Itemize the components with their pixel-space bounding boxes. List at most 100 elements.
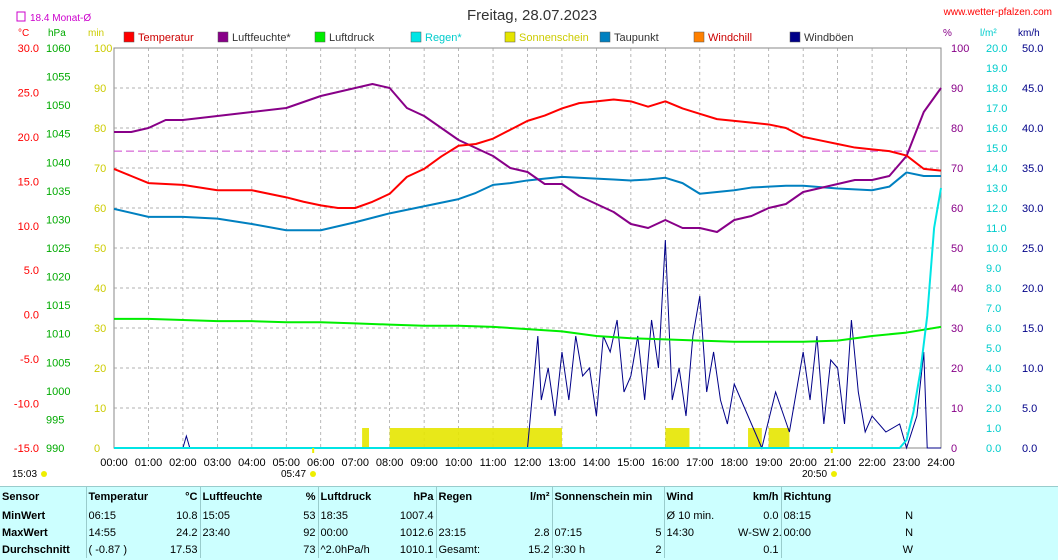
legend-swatch: [314, 31, 326, 43]
stats-rain-time: Gesamt:: [435, 541, 512, 558]
time-axis-tick: 22:00: [858, 457, 886, 469]
stats-wind-value: W-SW 2.1: [738, 526, 781, 539]
pressure-axis-tick: 1050: [46, 100, 70, 112]
rain-axis-tick: 2.0: [986, 403, 1001, 415]
stats-header-wind: Wind: [663, 487, 737, 507]
wind-axis-tick: 35.0: [1022, 163, 1043, 175]
time-axis-tick: 17:00: [686, 457, 714, 469]
sunset-icon: [831, 471, 837, 477]
stats-sun-time: 07:15: [551, 524, 622, 541]
stats-sun-value: 5: [655, 526, 662, 539]
temperature-line: [113, 98, 942, 209]
time-axis-tick: 06:00: [307, 457, 335, 469]
pressure-axis-tick: 1060: [46, 43, 70, 55]
sunrise-time: 05:47: [281, 469, 306, 480]
stats-header-rain: Regen: [435, 487, 512, 507]
stats-wind-value: 0.0: [763, 509, 779, 522]
rain-line: [114, 187, 942, 449]
legend-label: Luftfeuchte*: [232, 32, 291, 44]
legend-label: Luftdruck: [329, 32, 375, 44]
wind-axis-tick: 40.0: [1022, 123, 1043, 135]
pressure-axis-tick: 1055: [46, 72, 70, 84]
pressure-axis-tick: 1025: [46, 243, 70, 255]
stats-rain-value: 15.2: [528, 543, 550, 556]
wind-axis-tick: 25.0: [1022, 243, 1043, 255]
legend-swatch: [693, 31, 705, 43]
stats-header-temp-unit: °C: [185, 491, 198, 503]
minutes-axis-tick: 40: [94, 283, 106, 295]
sunshine-bar: [389, 428, 562, 448]
minutes-axis-tick: 80: [94, 123, 106, 135]
percent-axis-tick: 40: [951, 283, 963, 295]
pressure-axis-tick: 1015: [46, 300, 70, 312]
pressure-axis-tick: 1030: [46, 214, 70, 226]
temp-axis-unit: °C: [18, 28, 29, 39]
stats-header-hum-unit: %: [305, 491, 316, 503]
stats-header-row: Sensor Temperatur °C Luftfeuchte % Luftd…: [0, 487, 916, 507]
stats-temp-time: 06:15: [85, 507, 148, 524]
stats-hum-time: [199, 541, 272, 558]
dewpoint-line: [113, 171, 941, 232]
sunshine-bar: [748, 428, 762, 448]
stats-rain-value: [512, 507, 552, 524]
stats-dir-value: N: [905, 509, 914, 522]
pressure-axis-tick: 1000: [46, 386, 70, 398]
chart-title: Freitag, 28.07.2023: [467, 7, 597, 24]
sun-icon: [41, 471, 47, 477]
temp-axis-tick: 30.0: [18, 43, 39, 55]
stats-temp-time: 14:55: [85, 524, 148, 541]
time-axis-tick: 13:00: [548, 457, 576, 469]
stats-sun-value: 2: [655, 543, 662, 556]
month-avg-icon: [16, 11, 26, 22]
stats-header-temp: Temperatur: [85, 487, 148, 507]
time-axis-tick: 21:00: [824, 457, 852, 469]
stats-row-max: MaxWert 14:55 24.2 23:40 92 00:00 1012.6…: [0, 524, 915, 541]
percent-axis-tick: 100: [951, 43, 969, 55]
statistics-table: Sensor Temperatur °C Luftfeuchte % Luftd…: [0, 487, 916, 558]
minutes-axis-tick: 0: [94, 443, 100, 455]
stats-hum-value: 73: [303, 543, 316, 556]
legend-swatch: [599, 31, 611, 43]
time-axis-tick: 05:00: [273, 457, 301, 469]
sun-time-left: 15:03: [12, 469, 37, 480]
wind-axis-tick: 15.0: [1022, 323, 1043, 335]
rain-axis-tick: 8.0: [986, 283, 1001, 295]
stats-row-min: MinWert 06:15 10.8 15:05 53 18:35 1007.4…: [0, 507, 915, 524]
rain-axis-tick: 10.0: [986, 243, 1007, 255]
stats-press-value: 1007.4: [399, 509, 434, 522]
stats-hum-time: 15:05: [199, 507, 272, 524]
time-axis-tick: 03:00: [204, 457, 232, 469]
temp-axis-tick: -5.0: [20, 354, 39, 366]
rain-axis-tick: 0.0: [986, 443, 1001, 455]
stats-header-press: Luftdruck: [317, 487, 388, 507]
stats-header-press-unit: hPa: [413, 491, 434, 503]
rain-axis-tick: 6.0: [986, 323, 1001, 335]
time-axis-tick: 19:00: [755, 457, 783, 469]
site-link[interactable]: www.wetter-pfalzen.com: [943, 7, 1052, 18]
legend-label: Regen*: [425, 32, 462, 44]
pressure-axis-tick: 1010: [46, 329, 70, 341]
legend-label: Taupunkt: [614, 32, 659, 44]
stats-sun-time: 9:30 h: [551, 541, 622, 558]
wind-axis-tick: 10.0: [1022, 363, 1043, 375]
stats-dir-time: 00:00: [780, 524, 842, 541]
rain-axis-tick: 11.0: [986, 223, 1007, 235]
percent-axis-tick: 50: [951, 243, 963, 255]
temp-axis-tick: 5.0: [24, 265, 39, 277]
temp-axis-tick: 20.0: [18, 132, 39, 144]
wind-axis-tick: 0.0: [1022, 443, 1037, 455]
rain-axis-tick: 1.0: [986, 423, 1001, 435]
legend-label: Windböen: [804, 32, 854, 44]
time-axis-tick: 20:00: [789, 457, 817, 469]
stats-dir-value: W: [902, 543, 914, 556]
time-axis-tick: 23:00: [893, 457, 921, 469]
chart-grid: [113, 47, 942, 449]
time-axis-tick: 04:00: [238, 457, 266, 469]
sunset-time: 20:50: [802, 469, 827, 480]
stats-header-rain-unit: l/m²: [529, 491, 550, 503]
percent-axis-tick: 30: [951, 323, 963, 335]
pressure-axis-tick: 995: [46, 414, 64, 426]
stats-rain-time: [435, 507, 512, 524]
stats-temp-value: 17.53: [169, 543, 198, 556]
wind-axis-unit: km/h: [1018, 28, 1040, 39]
